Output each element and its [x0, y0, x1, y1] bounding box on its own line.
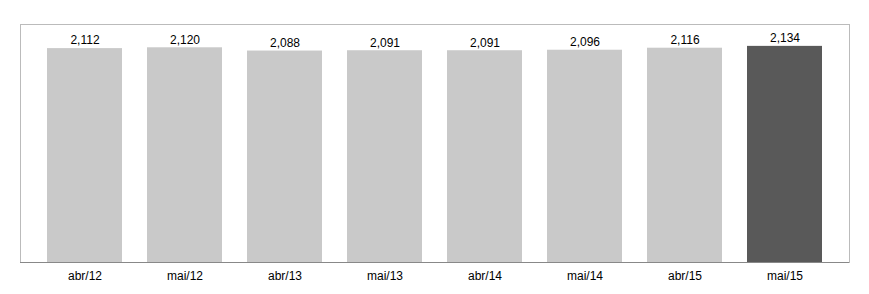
svg-text:mai/13: mai/13	[367, 269, 403, 283]
svg-text:abr/15: abr/15	[668, 269, 702, 283]
svg-text:2,120: 2,120	[170, 33, 200, 47]
svg-text:abr/14: abr/14	[468, 269, 502, 283]
svg-text:mai/15: mai/15	[767, 269, 803, 283]
svg-text:mai/14: mai/14	[567, 269, 603, 283]
svg-text:2,088: 2,088	[270, 36, 300, 50]
svg-text:2,091: 2,091	[370, 36, 400, 50]
svg-text:2,112: 2,112	[70, 33, 99, 47]
svg-text:2,116: 2,116	[670, 33, 699, 47]
svg-text:abr/13: abr/13	[268, 269, 302, 283]
svg-text:mai/12: mai/12	[167, 269, 203, 283]
svg-text:2,091: 2,091	[470, 36, 500, 50]
svg-text:2,096: 2,096	[570, 35, 600, 49]
svg-text:abr/12: abr/12	[68, 269, 102, 283]
svg-text:2,134: 2,134	[770, 31, 800, 45]
